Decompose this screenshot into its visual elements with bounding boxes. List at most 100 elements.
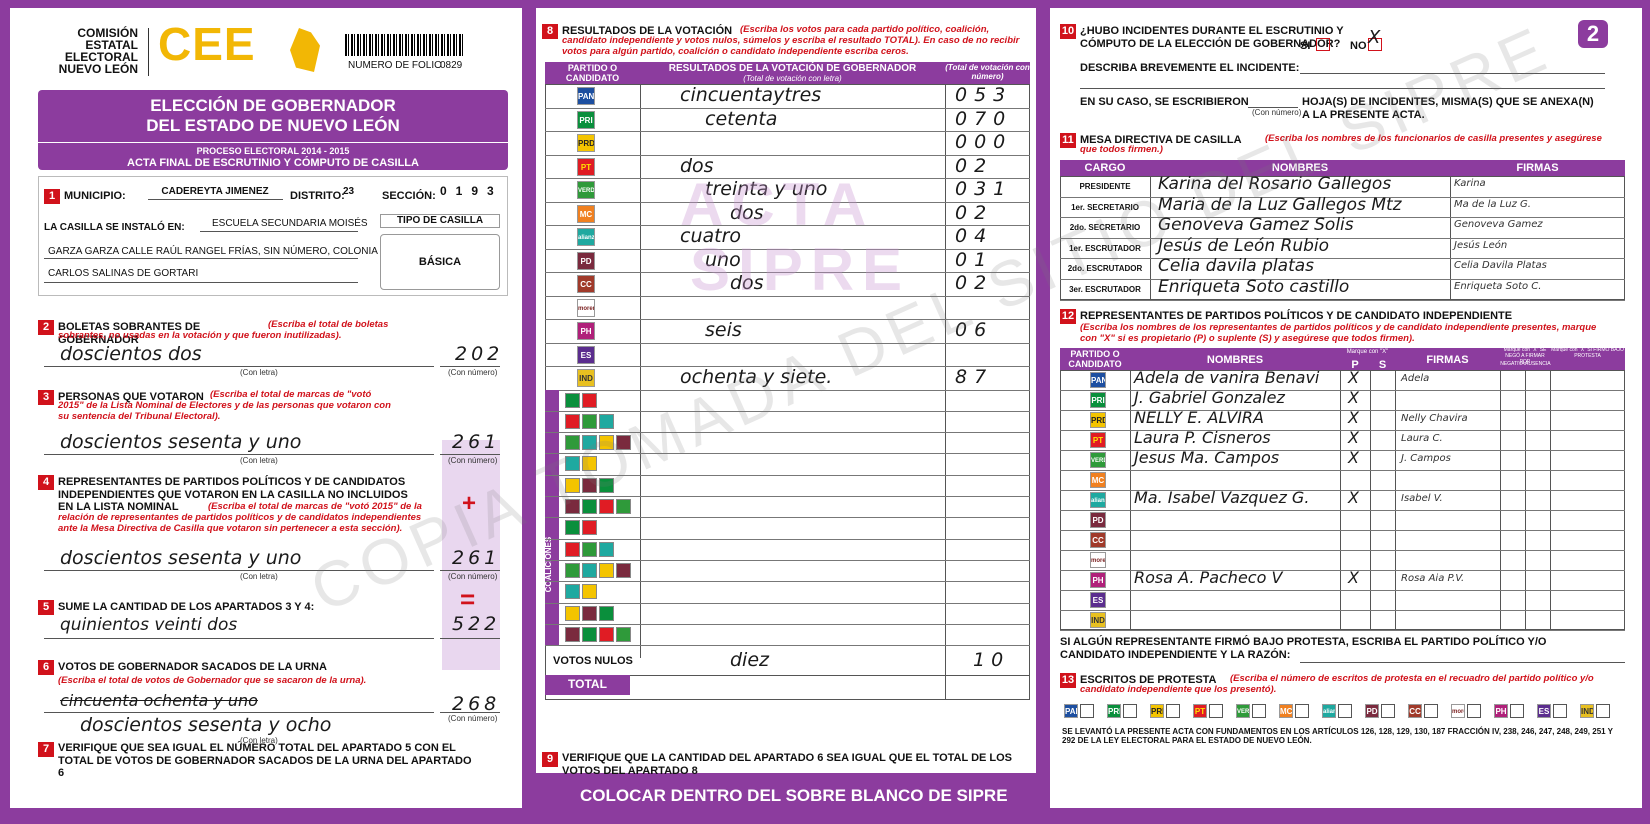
label: DESCRIBA BREVEMENTE EL INCIDENTE:	[1080, 62, 1300, 74]
role: 3er. ESCRUTADOR	[1069, 285, 1141, 294]
handwritten-number: 04	[955, 225, 994, 247]
coalition-logo	[565, 477, 580, 493]
party-logo: PD	[1365, 704, 1379, 718]
handwritten-mark: X	[1348, 368, 1359, 387]
row-rule	[545, 474, 1030, 476]
caption: (Con número)	[448, 456, 498, 465]
column-header: (Total de votación con número)	[945, 63, 1030, 82]
protest-box	[1080, 704, 1094, 718]
handwritten-letter: diez	[730, 649, 770, 672]
row-rule	[1060, 470, 1625, 471]
handwritten-number: 522	[452, 613, 501, 635]
null-label: VOTOS NULOS	[553, 655, 633, 668]
party-logo: PT	[1090, 432, 1106, 448]
caption: (Con número)	[448, 572, 498, 581]
role: 1er. SECRETARIO	[1071, 202, 1139, 212]
handwritten-letter: cuatro	[680, 225, 742, 247]
protest-box	[1295, 704, 1309, 718]
handwritten-number: 02	[955, 201, 994, 224]
coalition-logo	[565, 499, 580, 514]
party-logo: PRD	[1090, 412, 1106, 428]
party-logo: CC	[577, 275, 595, 293]
rule	[1248, 107, 1298, 108]
rule	[1370, 370, 1371, 630]
row-rule	[545, 623, 1030, 625]
role: 2do. ESCRUTADOR	[1067, 264, 1143, 274]
party-logo: PAN	[1090, 372, 1106, 388]
coalition-logo	[582, 626, 597, 642]
coalition-logo	[565, 392, 580, 408]
instruction: (Escriba los nombres de los representant…	[1080, 322, 1597, 344]
question: ¿HUBO INCIDENTES DURANTE EL ESCRUTINIO Y…	[1080, 25, 1344, 50]
column-header: NOMBRES	[1206, 354, 1264, 366]
yes-label: SI	[1300, 40, 1311, 52]
municipio-value: CADEREYTA JIMENEZ	[161, 186, 269, 197]
role: 1er. ESCRUTADOR	[1069, 243, 1141, 253]
section-title: BOLETAS SOBRANTES DE GOBERNADOR	[58, 321, 201, 346]
row-rule	[545, 645, 1030, 647]
rule	[640, 84, 641, 658]
column-header: PARTIDO O CANDIDATO	[1068, 349, 1122, 370]
coalition-logo	[616, 499, 631, 514]
coalition-logo	[565, 584, 580, 600]
equals-sign: =	[460, 584, 476, 614]
row-rule	[1060, 430, 1625, 431]
coalition-logo	[599, 605, 614, 621]
row-rule	[545, 272, 1030, 273]
handwritten-number: 053	[955, 84, 1013, 106]
role: 2do. SECRETARIO	[1069, 223, 1141, 233]
party-logo: PD	[577, 251, 595, 270]
row-rule	[1060, 610, 1625, 611]
section-title: VOTOS DE GOBERNADOR SACADOS DE LA URNA	[58, 661, 327, 673]
caption: (Con número)	[448, 368, 498, 377]
party-logo: MC	[1279, 704, 1293, 718]
party-logo: MC	[1090, 472, 1106, 488]
section-number: 7	[38, 742, 54, 757]
row-rule	[1060, 299, 1625, 301]
coalition-logo	[582, 605, 597, 621]
handwritten-letter: doscientos dos	[60, 343, 202, 365]
party-logo: CC	[1090, 532, 1106, 548]
handwritten-number: 10	[973, 649, 1010, 672]
column-header: CARGO	[1084, 162, 1126, 174]
party-logo: CC	[1408, 704, 1422, 718]
label: SECCIÓN:	[382, 190, 436, 202]
signature: Rosa Aia P.V.	[1401, 573, 1465, 584]
handwritten-name: NELLY E. ALVIRA	[1134, 408, 1264, 427]
handwritten-mark: X	[1348, 568, 1359, 587]
party-logo: PH	[1090, 572, 1106, 588]
act-text: ACTA FINAL DE ESCRUTINIO Y CÓMPUTO DE CA…	[127, 157, 419, 169]
coalition-logo	[582, 477, 597, 493]
coalition-logo	[599, 435, 614, 451]
party-logo: PRI	[577, 110, 595, 129]
rule	[440, 454, 500, 455]
party-logo: ES	[577, 345, 595, 364]
signature: Laura C.	[1401, 433, 1443, 444]
cee-logo: CEE	[158, 18, 256, 70]
banner-rule	[38, 142, 508, 143]
party-logo: IND	[577, 369, 595, 387]
handwritten-name: Ma. Isabel Vazquez G.	[1134, 488, 1310, 507]
coalition-logo	[599, 562, 614, 578]
coalition-logo	[582, 413, 597, 429]
handwritten-number: 031	[955, 178, 1013, 200]
legal-text: SE LEVANTÓ LA PRESENTE ACTA CON FUNDAMEN…	[1062, 727, 1613, 746]
row-rule	[545, 496, 1030, 497]
handwritten-name: J. Gabriel Gonzalez	[1134, 388, 1285, 407]
row-rule	[545, 366, 1030, 367]
org-name: ESTATAL	[85, 38, 138, 52]
location-text: ESCUELA SECUNDARIA MOISÉS	[212, 218, 368, 229]
coalition-logo	[565, 605, 580, 621]
section-number: 8	[542, 24, 558, 39]
handwritten-mark: X	[1348, 488, 1359, 507]
party-logo: IND	[1580, 704, 1594, 718]
caption: (Con número)	[1252, 108, 1302, 117]
handwritten-letter: doscientos sesenta y uno	[60, 547, 302, 569]
instruction: (Escriba el total de marcas de "votó 201…	[58, 389, 391, 422]
party-logo: PD	[1090, 512, 1106, 528]
coalition-label: COALICIONES	[544, 536, 554, 592]
coalition-logo	[616, 626, 631, 642]
coalition-logo	[599, 626, 614, 642]
section-number: 12	[1060, 309, 1076, 324]
